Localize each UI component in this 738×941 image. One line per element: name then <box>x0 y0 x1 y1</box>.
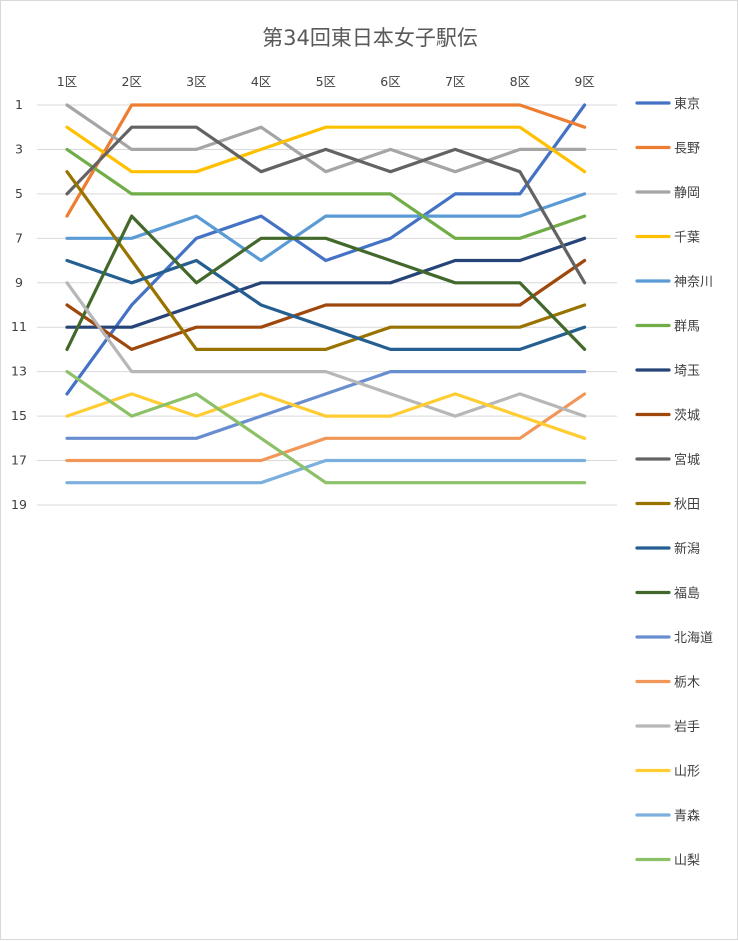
series-line-6 <box>65 236 587 329</box>
legend-label: 静岡 <box>674 186 700 201</box>
legend-label: 秋田 <box>674 498 700 513</box>
series-line-0 <box>65 103 587 396</box>
y-tick-label: 5 <box>15 186 23 201</box>
x-tick-label: 3区 <box>186 74 206 89</box>
series-lines <box>65 103 587 485</box>
series-line-14 <box>65 281 587 418</box>
legend-label: 北海道 <box>674 631 713 646</box>
y-tick-label: 17 <box>11 453 27 468</box>
series-line-15 <box>65 392 587 440</box>
y-tick-label: 13 <box>11 364 27 379</box>
series-line-17 <box>65 370 587 485</box>
series-line-11 <box>65 214 587 351</box>
legend-label: 東京 <box>674 96 700 112</box>
x-tick-label: 1区 <box>57 74 77 89</box>
legend-label: 群馬 <box>674 320 700 335</box>
legend-label: 栃木 <box>674 676 700 691</box>
legend-label: 埼玉 <box>674 364 700 379</box>
legend-label: 神奈川 <box>674 275 713 290</box>
legend-label: 宮城 <box>674 452 700 468</box>
y-tick-label: 9 <box>15 275 23 290</box>
series-line-2 <box>65 103 587 174</box>
chart-title: 第34回東日本女子駅伝 <box>262 26 478 50</box>
x-tick-label: 7区 <box>445 74 465 89</box>
x-tick-label: 9区 <box>574 74 594 89</box>
y-tick-label: 3 <box>15 141 23 156</box>
series-line-13 <box>65 392 587 463</box>
legend-label: 岩手 <box>674 720 700 735</box>
series-line-3 <box>65 125 587 174</box>
series-line-9 <box>65 170 587 351</box>
series-line-8 <box>65 125 587 285</box>
x-tick-label: 5区 <box>316 74 336 89</box>
series-line-5 <box>65 147 587 240</box>
series-line-1 <box>65 103 587 218</box>
y-tick-label: 1 <box>15 97 23 112</box>
y-tick-label: 11 <box>11 319 27 334</box>
legend-label: 山形 <box>674 765 700 780</box>
x-tick-label: 2区 <box>121 74 141 89</box>
series-line-12 <box>65 370 587 440</box>
legend-label: 茨城 <box>674 409 700 424</box>
series-line-16 <box>65 458 587 485</box>
y-tick-label: 7 <box>15 230 23 245</box>
legend-label: 福島 <box>674 587 700 602</box>
series-line-4 <box>65 192 587 263</box>
legend-label: 千葉 <box>674 231 700 246</box>
x-tick-label: 4区 <box>251 74 271 89</box>
legend-label: 山梨 <box>674 854 700 869</box>
y-tick-label: 19 <box>11 497 27 512</box>
legend-label: 新潟 <box>674 541 700 557</box>
x-tick-label: 6区 <box>380 74 400 89</box>
x-axis-labels: 1区 2区 3区 4区 5区 6区 7区 8区 9区 <box>57 74 595 89</box>
legend-label: 青森 <box>674 809 700 824</box>
series-line-10 <box>65 258 587 351</box>
series-line-7 <box>65 258 587 351</box>
x-tick-label: 8区 <box>510 74 530 89</box>
legend-label: 長野 <box>674 142 700 157</box>
y-tick-label: 15 <box>11 408 27 423</box>
